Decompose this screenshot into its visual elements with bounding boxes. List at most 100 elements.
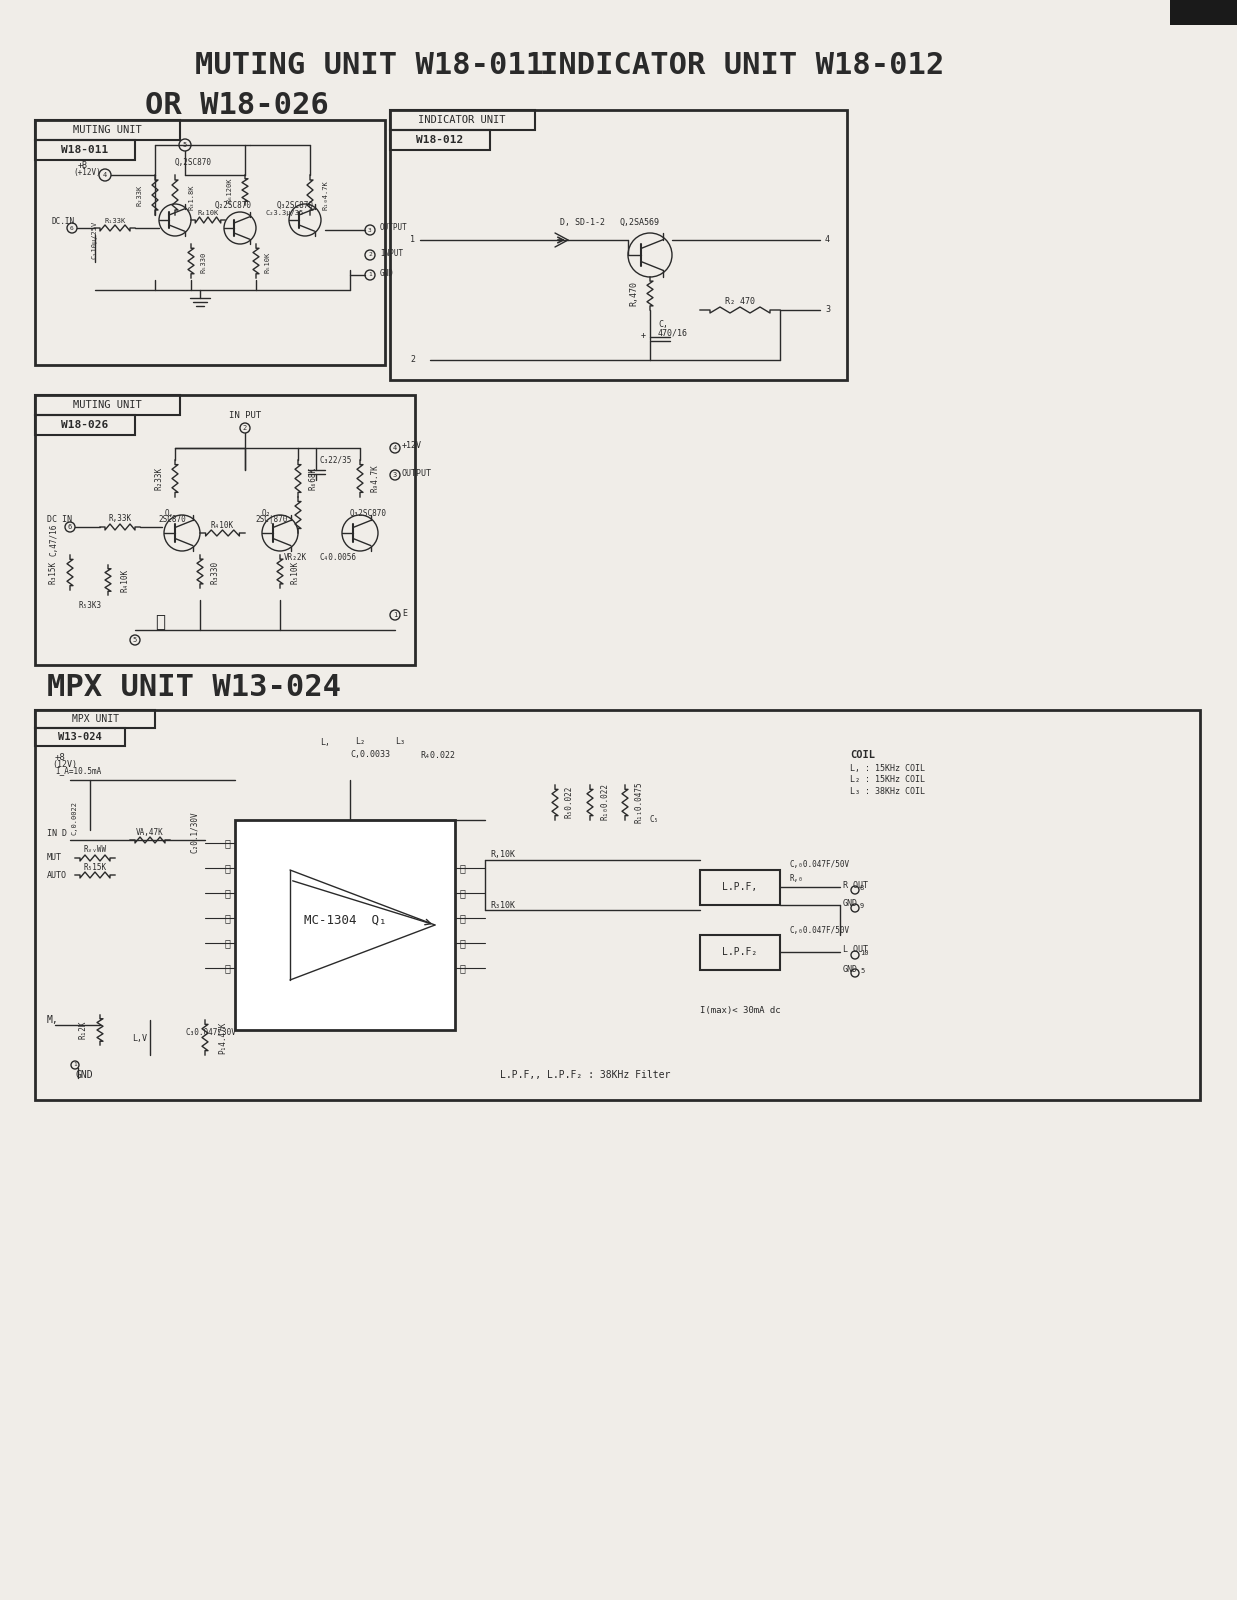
Text: MPX UNIT: MPX UNIT bbox=[72, 714, 119, 723]
Text: R₁₀0.022: R₁₀0.022 bbox=[600, 784, 609, 821]
Text: ⑪: ⑪ bbox=[460, 963, 466, 973]
Text: 9: 9 bbox=[860, 902, 865, 909]
Bar bbox=[35, 710, 1200, 1101]
Text: R₄10K: R₄10K bbox=[198, 210, 219, 216]
Text: 6: 6 bbox=[68, 525, 72, 530]
Text: 2SC870: 2SC870 bbox=[158, 515, 186, 525]
Text: R₅10K: R₅10K bbox=[289, 560, 299, 584]
Text: MUTING UNIT: MUTING UNIT bbox=[73, 400, 141, 410]
Text: (+12V): (+12V) bbox=[73, 168, 100, 176]
Text: L, : 15KHz COIL: L, : 15KHz COIL bbox=[850, 763, 925, 773]
Text: E: E bbox=[402, 608, 407, 618]
Text: R₅0.022: R₅0.022 bbox=[565, 786, 574, 818]
Text: +12V: +12V bbox=[402, 442, 422, 451]
Text: +B: +B bbox=[78, 160, 88, 170]
Text: C₅: C₅ bbox=[649, 816, 659, 824]
Text: 4: 4 bbox=[825, 235, 830, 245]
Text: L₃: L₃ bbox=[395, 738, 404, 747]
Text: IN PUT: IN PUT bbox=[229, 411, 261, 419]
Text: L,: L, bbox=[320, 738, 330, 747]
Text: DC.IN: DC.IN bbox=[52, 218, 75, 227]
Text: R₅15K: R₅15K bbox=[83, 862, 106, 872]
Text: R₁33K: R₁33K bbox=[104, 218, 126, 224]
Bar bbox=[35, 710, 155, 728]
Text: ⑧: ⑧ bbox=[460, 888, 466, 898]
Text: MPX UNIT W13-024: MPX UNIT W13-024 bbox=[47, 674, 341, 702]
Text: I_A=10.5mA: I_A=10.5mA bbox=[54, 766, 101, 776]
Text: R₅3K3: R₅3K3 bbox=[78, 600, 101, 610]
Text: W13-024: W13-024 bbox=[58, 733, 101, 742]
Bar bbox=[390, 110, 534, 130]
Text: R,10K: R,10K bbox=[490, 851, 515, 859]
Text: R₃15K: R₃15K bbox=[49, 560, 58, 584]
Text: IN D: IN D bbox=[47, 829, 67, 837]
Text: ⑥: ⑥ bbox=[224, 963, 230, 973]
Text: I(max)< 30mA dc: I(max)< 30mA dc bbox=[700, 1005, 781, 1014]
Text: GND: GND bbox=[842, 965, 858, 974]
Text: OR W18-026: OR W18-026 bbox=[145, 91, 329, 120]
Text: M,: M, bbox=[47, 1014, 58, 1026]
Text: R₄10K: R₄10K bbox=[120, 568, 129, 592]
Text: Q₃2SC870: Q₃2SC870 bbox=[350, 509, 387, 517]
Bar bbox=[35, 395, 414, 666]
Text: R₂33K: R₂33K bbox=[153, 467, 163, 490]
Text: MUTING UNIT W18-011: MUTING UNIT W18-011 bbox=[195, 51, 544, 80]
Text: 3: 3 bbox=[825, 306, 830, 315]
Text: C,₀0.047F/50V: C,₀0.047F/50V bbox=[790, 861, 850, 869]
Text: GND: GND bbox=[842, 899, 858, 907]
Bar bbox=[35, 414, 135, 435]
Text: L,V: L,V bbox=[132, 1034, 147, 1043]
Text: W18-011: W18-011 bbox=[62, 146, 109, 155]
Text: Q₂2SC870: Q₂2SC870 bbox=[215, 200, 252, 210]
Text: R,₀: R,₀ bbox=[790, 874, 804, 883]
Bar bbox=[390, 130, 490, 150]
Text: R₁2K: R₁2K bbox=[79, 1021, 88, 1040]
Text: COIL: COIL bbox=[850, 750, 875, 760]
Text: R₁₁0.0475: R₁₁0.0475 bbox=[635, 781, 644, 822]
Text: R₉4.7K: R₉4.7K bbox=[370, 464, 379, 491]
Text: R,33K: R,33K bbox=[109, 515, 131, 523]
Bar bbox=[700, 934, 781, 970]
Text: C₁10μ/25V: C₁10μ/25V bbox=[92, 221, 98, 259]
Text: 1: 1 bbox=[369, 272, 372, 277]
Bar bbox=[1170, 0, 1237, 26]
Text: VA,47K: VA,47K bbox=[136, 827, 163, 837]
Text: L₂ : 15KHz COIL: L₂ : 15KHz COIL bbox=[850, 776, 925, 784]
Text: W18-012: W18-012 bbox=[417, 134, 464, 146]
Text: C,47/16: C,47/16 bbox=[49, 523, 59, 557]
Text: ⑩: ⑩ bbox=[460, 938, 466, 947]
Text: Q₂: Q₂ bbox=[262, 509, 271, 517]
Text: C,: C, bbox=[658, 320, 668, 330]
Text: C₃0.047/30V: C₃0.047/30V bbox=[186, 1027, 236, 1037]
Text: VR₂2K: VR₂2K bbox=[283, 554, 307, 563]
Text: OUTPUT: OUTPUT bbox=[380, 224, 408, 232]
Text: D, SD-1-2: D, SD-1-2 bbox=[560, 218, 605, 227]
Text: DC IN: DC IN bbox=[47, 515, 72, 525]
Bar bbox=[390, 110, 847, 379]
Bar bbox=[235, 819, 455, 1030]
Text: 1: 1 bbox=[409, 235, 414, 245]
Text: 5: 5 bbox=[132, 637, 137, 643]
Text: R₆120K: R₆120K bbox=[228, 178, 233, 203]
Text: 4: 4 bbox=[393, 445, 397, 451]
Text: ⏚: ⏚ bbox=[155, 613, 165, 630]
Text: R₂33K: R₂33K bbox=[136, 184, 142, 206]
Text: 470/16: 470/16 bbox=[658, 328, 688, 338]
Text: L.P.F,: L.P.F, bbox=[722, 882, 757, 893]
Text: MUT: MUT bbox=[47, 853, 62, 862]
Text: ①: ① bbox=[224, 838, 230, 848]
Text: GND: GND bbox=[75, 1070, 93, 1080]
Text: C,0.0033: C,0.0033 bbox=[350, 750, 390, 760]
Text: W18-026: W18-026 bbox=[62, 419, 109, 430]
Text: ③: ③ bbox=[224, 888, 230, 898]
Text: 1: 1 bbox=[73, 1062, 77, 1067]
Text: 2: 2 bbox=[369, 253, 372, 258]
Text: 6: 6 bbox=[71, 226, 74, 230]
Text: OUTPUT: OUTPUT bbox=[402, 469, 432, 477]
Text: AUTO: AUTO bbox=[47, 870, 67, 880]
Bar bbox=[700, 870, 781, 906]
Text: L OUT: L OUT bbox=[842, 946, 868, 955]
Text: INPUT: INPUT bbox=[380, 248, 403, 258]
Text: 1: 1 bbox=[393, 611, 397, 618]
Text: R₅330: R₅330 bbox=[200, 251, 207, 272]
